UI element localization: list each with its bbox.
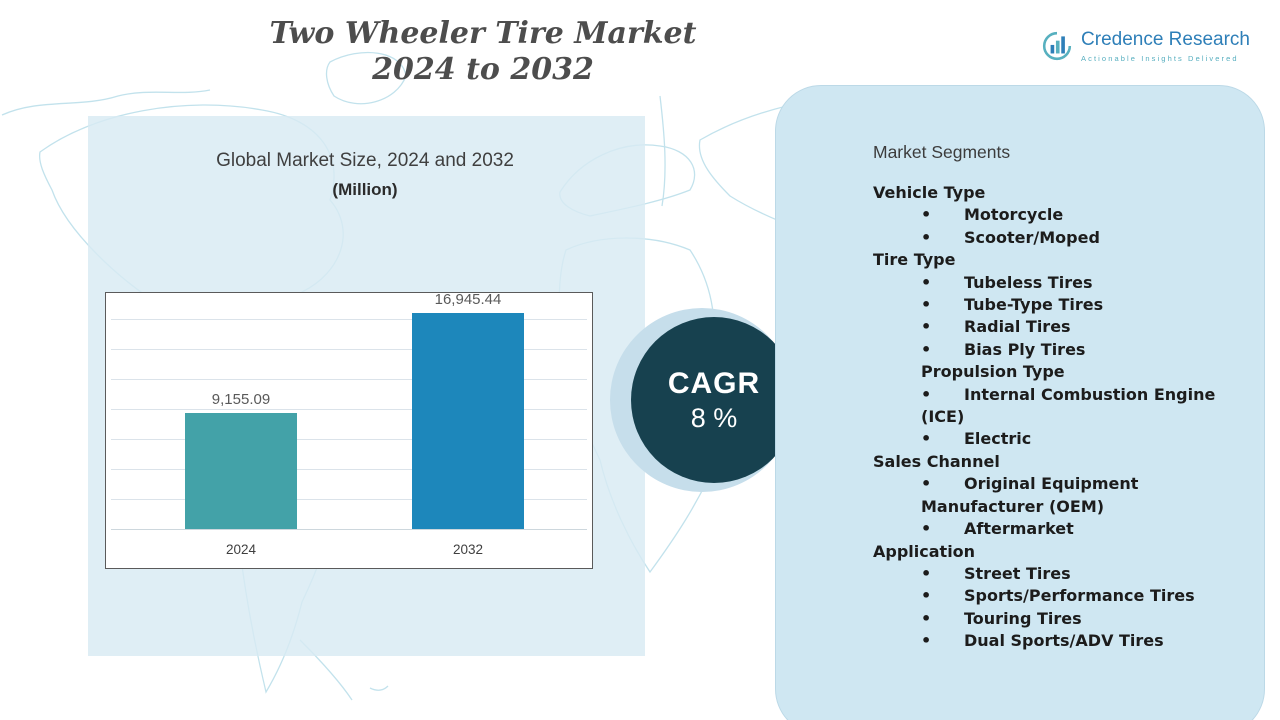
logo-name: Credence Research bbox=[1081, 29, 1250, 50]
segment-item: Dual Sports/ADV Tires bbox=[873, 630, 1251, 652]
segment-item: Tubeless Tires bbox=[873, 272, 1251, 294]
title-line-2: 2024 to 2032 bbox=[372, 52, 594, 87]
segment-item: Motorcycle bbox=[873, 204, 1251, 226]
segment-group-heading: Application bbox=[873, 541, 976, 561]
segments-list: Vehicle Type MotorcycleScooter/MopedTire … bbox=[873, 182, 1251, 653]
segment-item: Bias Ply Tires bbox=[873, 339, 1251, 361]
segment-item: Aftermarket bbox=[873, 518, 1251, 540]
bar-value-label: 16,945.44 bbox=[434, 291, 502, 308]
segment-item: Street Tires bbox=[873, 563, 1251, 585]
market-segments-panel: Market Segments Vehicle Type MotorcycleSc… bbox=[775, 85, 1265, 720]
segment-group-heading: Vehicle Type bbox=[873, 183, 986, 202]
x-axis-tick-label: 2024 bbox=[225, 542, 257, 557]
segment-item: Electric bbox=[873, 428, 1251, 450]
segment-item: Radial Tires bbox=[873, 316, 1251, 338]
x-axis-tick-label: 2032 bbox=[452, 542, 484, 557]
segment-item: Internal Combustion Engine (ICE) bbox=[873, 384, 1251, 429]
bar-plot: 9,155.09 16,945.44 bbox=[111, 291, 587, 530]
segment-group-heading: Propulsion Type bbox=[921, 362, 1065, 382]
segments-heading: Market Segments bbox=[873, 142, 1011, 162]
bar-2024 bbox=[185, 413, 297, 529]
segment-item: Sports/Performance Tires bbox=[873, 585, 1251, 607]
cagr-value: 8 % bbox=[690, 402, 738, 433]
bar-2032 bbox=[412, 313, 524, 529]
page-title: Two Wheeler Tire Market 2024 to 2032 bbox=[0, 16, 966, 88]
logo-tagline: Actionable Insights Delivered bbox=[1081, 53, 1239, 63]
bar-value-label: 9,155.09 bbox=[211, 391, 271, 408]
chart-heading: Global Market Size, 2024 and 2032 bbox=[216, 150, 514, 171]
cagr-label: CAGR bbox=[667, 366, 761, 400]
segment-item: Tube-Type Tires bbox=[873, 294, 1251, 316]
segment-item: Touring Tires bbox=[873, 608, 1251, 630]
cagr-badge: CAGR 8 % bbox=[631, 317, 797, 483]
logo-text: Credence Research Actionable Insights De… bbox=[1081, 29, 1250, 63]
segment-item: Original Equipment Manufacturer (OEM) bbox=[873, 473, 1251, 518]
segment-item: Scooter/Moped bbox=[873, 227, 1251, 249]
x-axis-labels: 2024 2032 bbox=[106, 542, 592, 560]
segment-group-heading: Tire Type bbox=[873, 250, 956, 270]
bar-chart-circle-icon bbox=[1042, 31, 1072, 61]
credence-research-logo: Credence Research Actionable Insights De… bbox=[1041, 29, 1250, 63]
bar-chart: 9,155.09 16,945.44 2024 2032 bbox=[105, 291, 593, 569]
segment-group-heading: Sales Channel bbox=[873, 451, 1000, 471]
title-line-1: Two Wheeler Tire Market bbox=[269, 16, 697, 51]
chart-unit-label: (Million) bbox=[332, 180, 398, 199]
